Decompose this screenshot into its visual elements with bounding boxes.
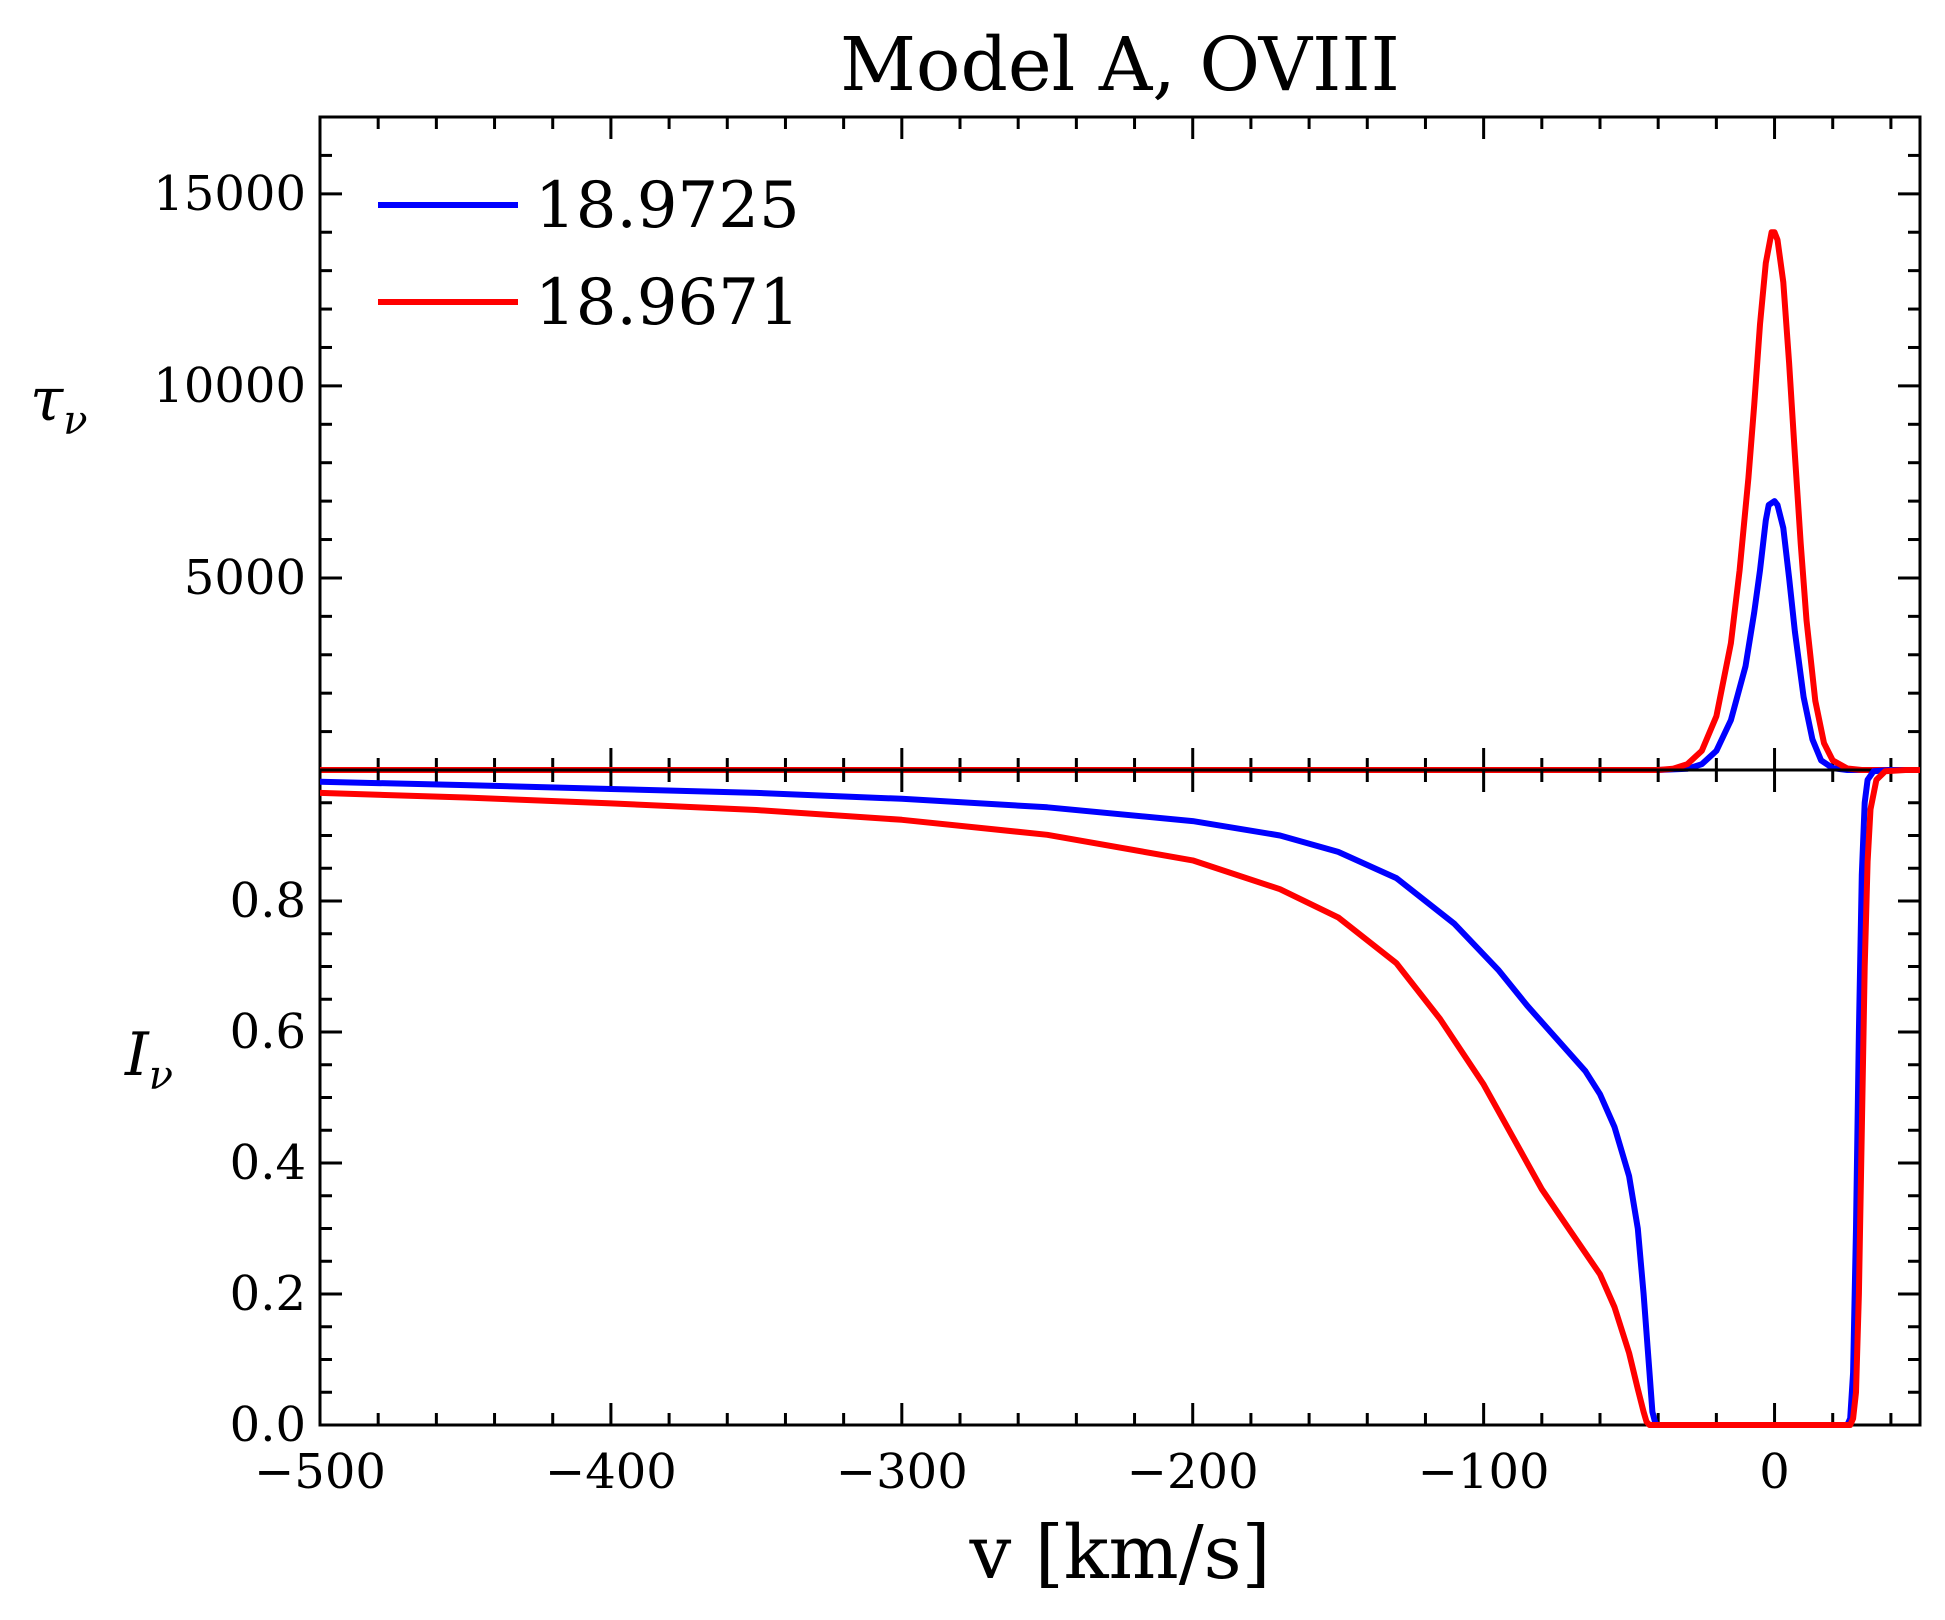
legend-label-18-9725: 18.9725 [535, 169, 800, 243]
intensity-ylabel-sub: ν [149, 1053, 173, 1099]
y-tick-label: 0.2 [230, 1266, 306, 1322]
x-tick-label: −100 [1418, 1444, 1550, 1500]
tau-series [320, 229, 1920, 773]
tau-ylabel-main: τ [30, 365, 64, 435]
x-tick-label: −500 [254, 1444, 386, 1500]
y-tick-label: 15000 [153, 166, 306, 222]
x-tick-label: 0 [1759, 1444, 1790, 1500]
x-tick-label: −300 [836, 1444, 968, 1500]
series-line-18-9671 [320, 229, 1920, 773]
intensity-series [320, 767, 1920, 1428]
intensity-panel-frame [318, 768, 1922, 1427]
x-axis-label: v [km/s] [969, 1510, 1271, 1596]
tau-panel: 5000 10000 15000 τν [30, 115, 1922, 773]
x-tick-label: −200 [1127, 1444, 1259, 1500]
tau-ylabel-sub: ν [63, 398, 87, 444]
intensity-panel: 0.0 0.2 0.4 0.6 0.8 Iν [124, 767, 1922, 1453]
tau-ylabel: τν [30, 365, 88, 444]
y-tick-label: 10000 [153, 358, 306, 414]
y-tick-label: 0.4 [230, 1135, 306, 1191]
tau-ticks: 5000 10000 15000 [153, 115, 1920, 772]
legend: 18.9725 18.9671 [378, 169, 800, 340]
legend-label-18-9671: 18.9671 [535, 266, 800, 340]
series-line-18-9671 [320, 767, 1920, 1428]
x-axis: −500 −400 −300 −200 −100 0 [254, 1444, 1790, 1500]
chart-title: Model A, OVIII [840, 22, 1400, 108]
series-line-18-9725 [320, 498, 1920, 773]
x-tick-label: −400 [545, 1444, 677, 1500]
intensity-ylabel: Iν [124, 1020, 173, 1099]
intensity-ticks: 0.0 0.2 0.4 0.6 0.8 [230, 768, 1920, 1453]
y-tick-label: 0.0 [230, 1397, 306, 1453]
y-tick-label: 0.8 [230, 873, 306, 929]
series-line-18-9725 [320, 767, 1920, 1428]
y-tick-label: 5000 [184, 550, 306, 606]
y-tick-label: 0.6 [230, 1004, 306, 1060]
intensity-ylabel-main: I [124, 1020, 150, 1090]
